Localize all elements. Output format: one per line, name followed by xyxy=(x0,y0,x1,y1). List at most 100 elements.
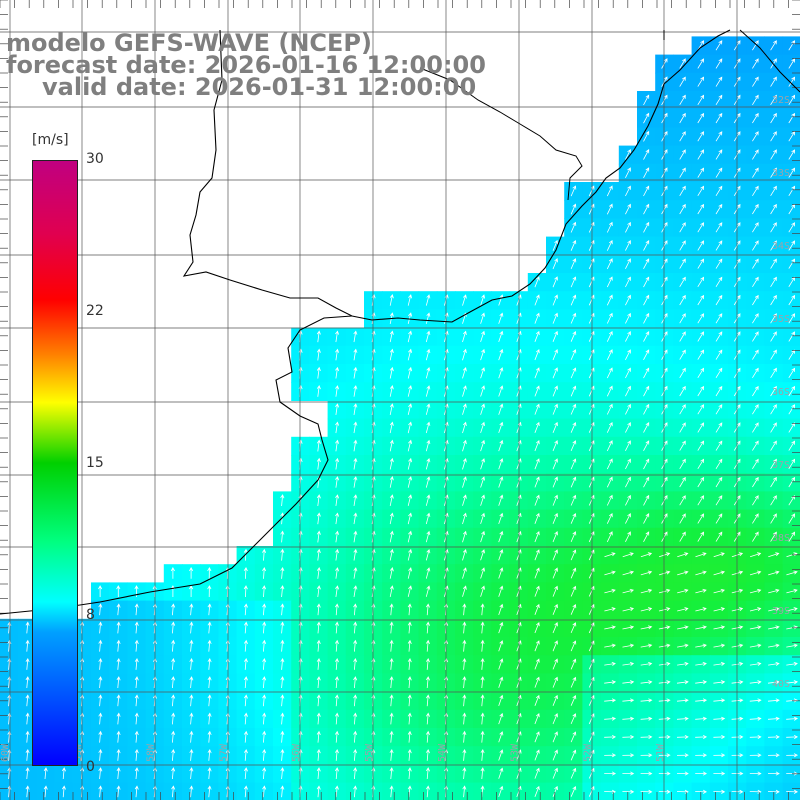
wind-arrow xyxy=(534,403,540,415)
wind-arrow xyxy=(625,367,631,379)
wind-arrow xyxy=(713,716,726,721)
wind-arrow xyxy=(679,276,686,288)
wind-speed-cell xyxy=(728,72,747,92)
wind-arrow xyxy=(389,403,394,415)
wind-arrow xyxy=(207,603,212,616)
wind-arrow xyxy=(697,458,705,470)
wind-arrow xyxy=(189,585,194,597)
wind-arrow xyxy=(643,130,650,142)
wind-arrow xyxy=(407,403,413,415)
wind-arrow xyxy=(334,676,339,689)
wind-arrow xyxy=(697,112,705,124)
wind-speed-cell xyxy=(764,72,784,92)
wind-arrow xyxy=(480,676,485,689)
wind-speed-cell xyxy=(655,527,674,547)
wind-arrow xyxy=(425,567,431,579)
wind-speed-cell xyxy=(637,382,656,401)
wind-arrow xyxy=(570,585,577,597)
wind-arrow xyxy=(713,661,726,666)
wind-arrow xyxy=(462,548,467,561)
wind-arrow xyxy=(534,749,540,761)
wind-speed-cell xyxy=(600,382,620,401)
wind-arrow xyxy=(407,530,413,543)
wind-arrow xyxy=(770,276,777,288)
wind-arrow xyxy=(335,385,340,397)
wind-arrow xyxy=(353,385,358,397)
wind-arrow xyxy=(643,476,650,488)
wind-arrow xyxy=(425,348,431,361)
wind-arrow xyxy=(171,694,176,707)
wind-arrow xyxy=(643,294,650,306)
wind-arrow xyxy=(715,167,723,178)
wind-arrow xyxy=(498,603,504,616)
wind-arrow xyxy=(43,767,48,780)
wind-arrow xyxy=(353,748,358,761)
wind-speed-cell xyxy=(637,400,656,420)
wind-arrow xyxy=(425,712,430,725)
wind-arrow xyxy=(715,276,723,288)
wind-arrow xyxy=(643,403,650,415)
wind-arrow xyxy=(335,348,340,361)
wind-speed-cell xyxy=(709,254,729,274)
wind-speed-cell xyxy=(746,327,765,347)
wind-arrow xyxy=(171,785,176,798)
wind-speed-cell xyxy=(618,254,638,274)
wind-arrow xyxy=(770,76,777,87)
wind-arrow xyxy=(604,698,617,703)
wind-arrow xyxy=(697,258,705,269)
wind-speed-cell xyxy=(673,345,693,365)
wind-vector-arrows xyxy=(7,40,799,798)
wind-arrow xyxy=(480,476,485,488)
longitude-label: 59W xyxy=(73,743,84,762)
wind-arrow xyxy=(625,258,631,269)
wind-arrow xyxy=(498,421,504,434)
wind-arrow xyxy=(407,348,413,361)
wind-speed-cell xyxy=(709,345,729,365)
wind-arrow xyxy=(715,404,723,415)
wind-arrow xyxy=(189,767,194,780)
wind-arrow xyxy=(752,112,759,124)
wind-arrow xyxy=(767,734,780,740)
wind-arrow xyxy=(695,552,707,558)
wind-speed-cell xyxy=(618,418,638,438)
wind-arrow xyxy=(534,658,540,670)
wind-speed-cell xyxy=(709,473,729,492)
wind-arrow xyxy=(498,367,504,379)
wind-arrow xyxy=(679,313,686,324)
wind-arrow xyxy=(695,734,708,740)
wind-arrow xyxy=(770,422,777,433)
wind-arrow xyxy=(425,603,430,616)
wind-arrow xyxy=(622,643,635,648)
wind-speed-cell xyxy=(728,145,747,165)
wind-arrow xyxy=(570,349,577,361)
wind-arrow xyxy=(353,366,358,379)
wind-speed-cell xyxy=(600,782,620,800)
wind-arrow xyxy=(280,512,285,525)
wind-arrow xyxy=(622,570,635,576)
wind-arrow xyxy=(788,58,796,69)
wind-arrow xyxy=(604,753,617,758)
wind-speed-cell xyxy=(691,455,711,474)
wind-speed-cell xyxy=(746,273,765,292)
wind-arrow xyxy=(353,330,358,343)
wind-arrow xyxy=(134,748,139,761)
wind-arrow xyxy=(697,94,705,106)
wind-arrow xyxy=(552,531,558,543)
wind-arrow xyxy=(570,330,577,342)
wind-arrow xyxy=(534,494,540,506)
wind-arrow xyxy=(170,566,175,579)
wind-arrow xyxy=(407,548,413,561)
longitude-label: 51W xyxy=(655,743,666,762)
wind-arrow xyxy=(534,640,540,652)
wind-speed-cell xyxy=(691,782,711,800)
wind-arrow xyxy=(752,94,759,106)
wind-arrow xyxy=(425,366,431,379)
wind-arrow xyxy=(25,748,30,761)
longitude-label: 52W xyxy=(582,743,593,762)
wind-speed-cell xyxy=(691,200,711,219)
wind-arrow xyxy=(695,753,708,758)
wind-speed-cell xyxy=(728,291,747,310)
wind-speed-cell xyxy=(618,400,638,420)
wind-speed-cell xyxy=(709,418,729,438)
